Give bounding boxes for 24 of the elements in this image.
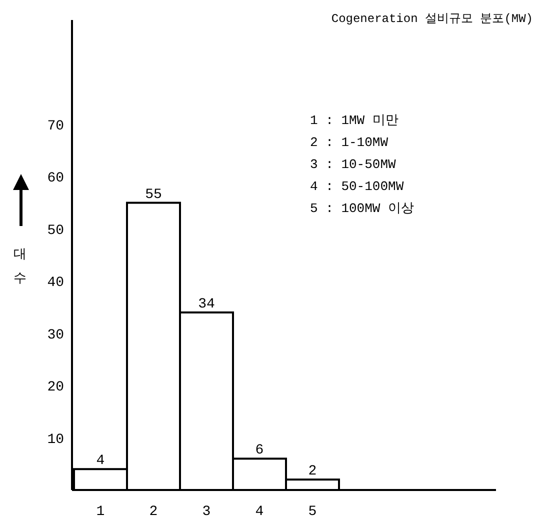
data-label: 4 bbox=[96, 453, 105, 470]
y-tick-label: 70 bbox=[47, 118, 64, 134]
y-tick-label: 10 bbox=[47, 432, 64, 448]
text: Cogeneration 설비규모 분포(MW) bbox=[331, 12, 533, 26]
y-tick-label: 40 bbox=[47, 275, 64, 292]
x-tick-label: 2 bbox=[149, 504, 158, 518]
y-tick-label: 50 bbox=[47, 222, 64, 239]
annotation: 5 : 100MW 이상 bbox=[310, 201, 414, 216]
data-label: 2 bbox=[308, 464, 317, 480]
y-tick-label: 60 bbox=[47, 170, 64, 187]
x-tick-label: 1 bbox=[96, 504, 105, 518]
data-label: 55 bbox=[145, 186, 162, 203]
annotation: 2 : 1-10MW bbox=[310, 135, 388, 150]
data-label: 34 bbox=[198, 296, 215, 312]
data-label: 6 bbox=[255, 442, 264, 459]
x-tick-label: 3 bbox=[202, 504, 211, 518]
y-tick-label: 30 bbox=[47, 327, 64, 344]
annotation: 3 : 10-50MW bbox=[310, 157, 396, 172]
x-tick-label: 4 bbox=[255, 504, 264, 518]
y-axis-title: 대수 bbox=[14, 247, 26, 286]
y-tick-label: 20 bbox=[47, 380, 64, 396]
annotation: 1 : 1MW 미만 bbox=[310, 113, 398, 128]
annotation: 4 : 50-100MW bbox=[310, 179, 404, 194]
x-tick-label: 5 bbox=[308, 504, 317, 518]
